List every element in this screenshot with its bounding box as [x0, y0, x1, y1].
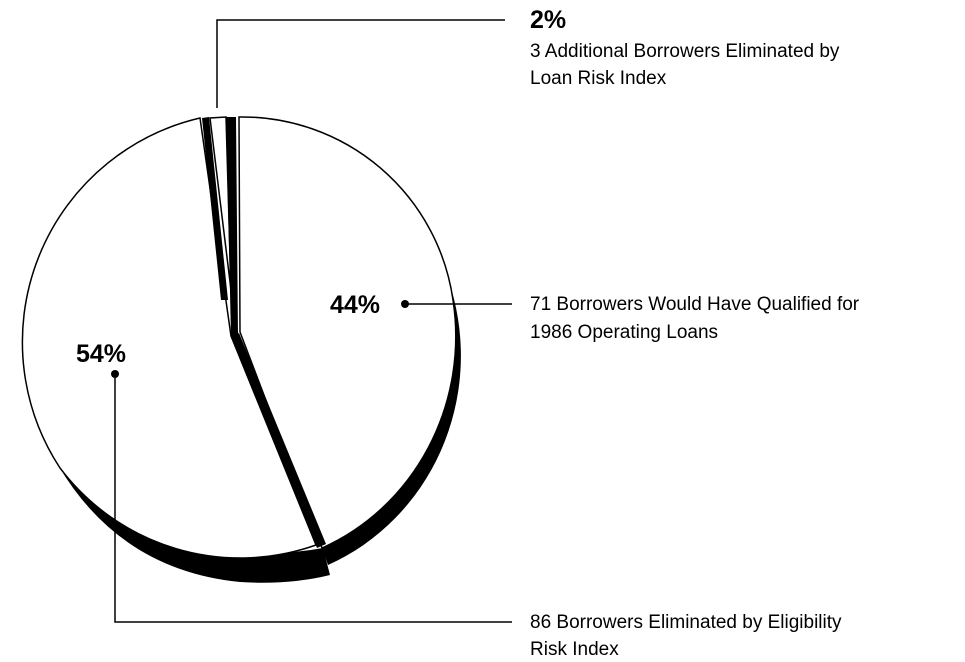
slice-separator-left: [202, 117, 228, 300]
leader-line-54pct: [114, 374, 512, 623]
pie-slice-44: [238, 116, 457, 550]
slice-label-2-line-2: Loan Risk Index: [530, 68, 667, 89]
slice-label-0-line-2: 1986 Operating Loans: [530, 322, 718, 343]
slice-label-1-line-2: Risk Index: [530, 639, 619, 657]
slice-percent-44: 44%: [330, 291, 380, 319]
slice-label-1-line-1: 86 Borrowers Eliminated by Eligibility: [530, 612, 842, 633]
slice-percent-2: 2%: [530, 6, 566, 34]
pie-depth-shadow: [322, 278, 461, 565]
slice-label-2-line-1: 3 Additional Borrowers Eliminated by: [530, 41, 840, 62]
slice-separator-bottom: [231, 333, 326, 548]
slice-percent-54: 54%: [76, 340, 126, 368]
leader-line-2pct: [216, 19, 505, 108]
slice-separator-mid: [226, 117, 238, 336]
pie-slice-54: [21, 117, 317, 559]
slice-label-0-line-1: 71 Borrowers Would Have Qualified for: [530, 294, 860, 315]
